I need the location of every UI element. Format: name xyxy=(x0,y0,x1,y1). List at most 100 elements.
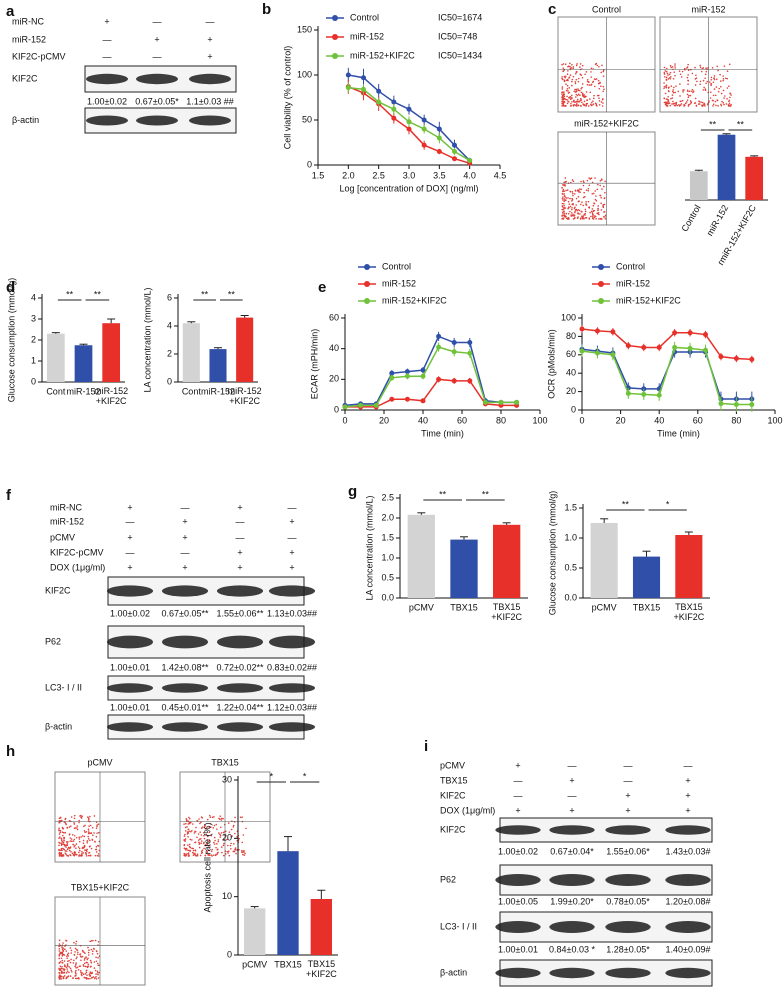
flow-event xyxy=(220,832,223,834)
flow-event xyxy=(211,816,214,819)
flow-event xyxy=(588,206,591,208)
flow-event xyxy=(73,941,75,944)
flow-event xyxy=(76,953,79,956)
flow-event xyxy=(63,960,66,962)
flow-event xyxy=(582,180,585,182)
flow-event xyxy=(583,195,586,198)
x-tick-label: 3.5 xyxy=(433,170,446,180)
flow-event xyxy=(90,940,93,942)
flow-event xyxy=(671,94,674,96)
flow-event xyxy=(183,839,186,842)
condition-sign: + xyxy=(127,562,132,572)
flow-event xyxy=(571,101,573,103)
flow-event xyxy=(569,190,572,193)
flow-event xyxy=(63,839,65,841)
flow-event xyxy=(562,208,565,210)
flow-event xyxy=(214,854,217,857)
flow-event xyxy=(67,975,70,977)
flow-event xyxy=(60,847,63,850)
data-point xyxy=(436,126,442,132)
flow-event xyxy=(574,80,577,83)
flow-event xyxy=(231,835,233,837)
panel-label: d xyxy=(6,279,15,296)
flow-event xyxy=(675,85,677,87)
blot-band xyxy=(136,73,178,85)
legend-label: miR-152 xyxy=(382,278,416,288)
flow-event xyxy=(58,945,60,948)
flow-event xyxy=(191,847,193,850)
flow-event xyxy=(219,815,222,817)
flow-event xyxy=(89,959,92,962)
y-tick-label: 0 xyxy=(334,404,339,414)
flow-event xyxy=(234,847,237,849)
flow-event xyxy=(58,853,61,856)
flow-event xyxy=(600,178,603,180)
flow-event xyxy=(202,842,205,845)
blot-band xyxy=(605,921,651,933)
flow-event xyxy=(200,842,203,844)
flow-event xyxy=(87,854,90,857)
flow-event xyxy=(87,963,90,966)
flow-event xyxy=(93,961,96,963)
flow-event xyxy=(576,217,579,220)
data-point xyxy=(610,329,616,335)
series-line xyxy=(581,346,752,406)
flow-event xyxy=(91,950,94,952)
flow-event xyxy=(189,817,191,820)
condition-sign: + xyxy=(127,502,132,512)
flow-event xyxy=(590,215,592,218)
flow-event xyxy=(58,939,61,942)
flow-event xyxy=(192,852,195,855)
flow-event xyxy=(575,208,578,211)
flow-event xyxy=(226,850,229,853)
flow-event xyxy=(95,851,98,853)
flow-event xyxy=(62,968,65,970)
data-point xyxy=(467,158,473,163)
flow-event xyxy=(711,67,714,69)
flow-event xyxy=(579,66,581,68)
y-tick-label: 40 xyxy=(566,368,576,378)
flow-event xyxy=(227,850,230,852)
flow-event xyxy=(563,80,566,83)
flow-event xyxy=(576,190,579,192)
bar xyxy=(450,539,478,598)
y-tick-label: 4 xyxy=(31,292,36,302)
data-point xyxy=(749,401,755,407)
flow-event xyxy=(592,214,594,217)
flow-event xyxy=(88,949,90,952)
flow-event xyxy=(73,845,76,848)
flow-event xyxy=(78,851,80,854)
flow-event xyxy=(80,959,82,962)
band-label: KIF2C xyxy=(45,585,71,595)
condition-label: KIF2C xyxy=(440,790,466,800)
flow-event xyxy=(566,189,569,191)
flow-event xyxy=(206,842,208,845)
flow-event xyxy=(67,952,70,955)
flow-event xyxy=(183,852,186,855)
flow-event xyxy=(58,837,60,839)
flow-event xyxy=(567,92,570,94)
flow-event xyxy=(75,967,78,969)
data-point xyxy=(452,142,457,148)
legend-marker xyxy=(364,264,370,270)
flow-event xyxy=(96,970,99,973)
data-point xyxy=(389,370,395,376)
flow-event xyxy=(66,827,69,829)
flow-event xyxy=(66,953,69,956)
flow-event xyxy=(234,816,236,819)
band-label: LC3- I / II xyxy=(440,921,477,931)
condition-label: miR-NC xyxy=(50,502,82,512)
flow-event xyxy=(212,827,215,829)
flow-event xyxy=(81,815,83,818)
x-tick-label: Cont xyxy=(182,386,202,396)
flow-event xyxy=(86,965,88,968)
x-tick-label: 60 xyxy=(457,415,467,425)
flow-event xyxy=(669,71,672,74)
flow-event xyxy=(83,951,85,954)
x-axis-label: Time (min) xyxy=(421,428,464,438)
flow-event xyxy=(61,948,64,951)
flow-event xyxy=(563,183,565,186)
flow-event xyxy=(60,839,63,842)
flow-event xyxy=(568,77,570,79)
flow-event xyxy=(73,851,76,853)
